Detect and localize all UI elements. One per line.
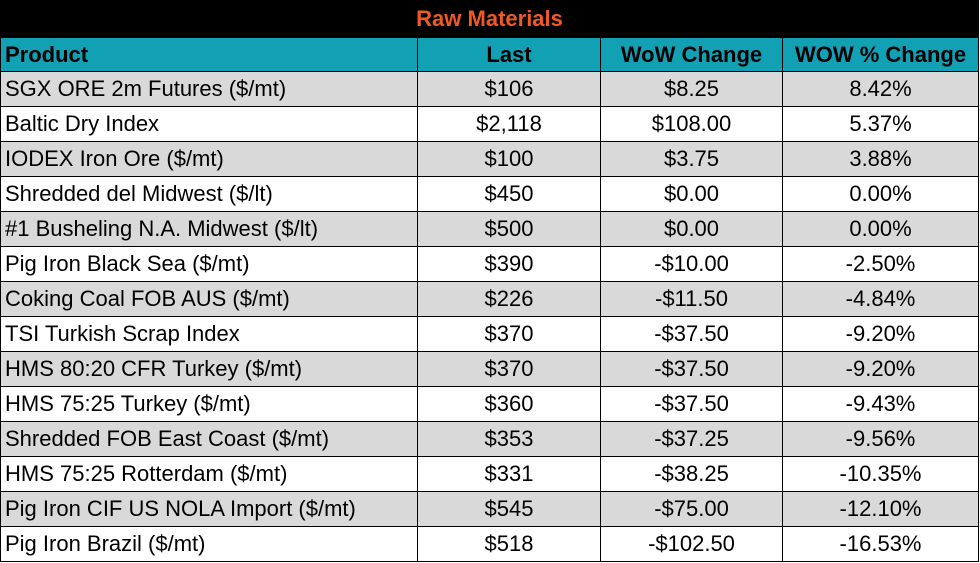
table-title: Raw Materials	[0, 0, 980, 38]
table-row: Pig Iron CIF US NOLA Import ($/mt) $545 -$…	[0, 491, 980, 527]
table-row: Coking Coal FOB AUS ($/mt) $226 -$11.50 -4.…	[0, 281, 980, 317]
product-cell: Baltic Dry Index	[0, 106, 418, 142]
last-cell: $390	[417, 246, 601, 282]
table-row: Pig Iron Black Sea ($/mt) $390 -$10.00 -2.5…	[0, 246, 980, 282]
product-cell: TSI Turkish Scrap Index	[0, 316, 418, 352]
wow-pct-change-cell: -12.10%	[781, 491, 980, 527]
product-cell: Pig Iron Brazil ($/mt)	[0, 526, 418, 562]
last-cell: $500	[417, 211, 601, 247]
product-cell: HMS 80:20 CFR Turkey ($/mt)	[0, 351, 418, 387]
wow-pct-change-cell: -9.43%	[781, 386, 980, 422]
product-cell: Coking Coal FOB AUS ($/mt)	[0, 281, 418, 317]
wow-pct-change-cell: 0.00%	[781, 211, 980, 247]
wow-change-cell: $3.75	[600, 141, 783, 177]
wow-change-cell: $0.00	[600, 176, 783, 212]
wow-change-cell: -$37.50	[600, 351, 783, 387]
wow-pct-change-cell: -4.84%	[781, 281, 980, 317]
last-cell: $106	[417, 71, 601, 107]
last-cell: $545	[417, 491, 601, 527]
table-row: HMS 75:25 Turkey ($/mt) $360 -$37.50 -9.43%	[0, 386, 980, 422]
last-cell: $226	[417, 281, 601, 317]
product-cell: Shredded del Midwest ($/lt)	[0, 176, 418, 212]
table-row: Shredded del Midwest ($/lt) $450 $0.00 0.00…	[0, 176, 980, 212]
table-row: IODEX Iron Ore ($/mt) $100 $3.75 3.88%	[0, 141, 980, 177]
last-cell: $360	[417, 386, 601, 422]
wow-change-cell: -$37.50	[600, 316, 783, 352]
table-row: TSI Turkish Scrap Index $370 -$37.50 -9.20%	[0, 316, 980, 352]
wow-change-cell: -$75.00	[600, 491, 783, 527]
wow-change-cell: -$38.25	[600, 456, 783, 492]
wow-pct-change-cell: -2.50%	[781, 246, 980, 282]
last-cell: $353	[417, 421, 601, 457]
wow-pct-change-cell: -16.53%	[781, 526, 980, 562]
wow-change-cell: -$102.50	[600, 526, 783, 562]
column-header-last: Last	[417, 37, 601, 72]
wow-change-cell: $8.25	[600, 71, 783, 107]
table-row: Pig Iron Brazil ($/mt) $518 -$102.50 -16.53…	[0, 526, 980, 562]
product-cell: Shredded FOB East Coast ($/mt)	[0, 421, 418, 457]
wow-pct-change-cell: -9.20%	[781, 316, 980, 352]
wow-pct-change-cell: -10.35%	[781, 456, 980, 492]
wow-pct-change-cell: -9.20%	[781, 351, 980, 387]
wow-change-cell: -$11.50	[600, 281, 783, 317]
wow-change-cell: $0.00	[600, 211, 783, 247]
product-cell: Pig Iron Black Sea ($/mt)	[0, 246, 418, 282]
wow-pct-change-cell: 0.00%	[781, 176, 980, 212]
last-cell: $450	[417, 176, 601, 212]
wow-change-cell: -$37.25	[600, 421, 783, 457]
wow-pct-change-cell: -9.56%	[781, 421, 980, 457]
column-header-wow-change: WoW Change	[600, 37, 783, 72]
product-cell: #1 Busheling N.A. Midwest ($/lt)	[0, 211, 418, 247]
product-cell: Pig Iron CIF US NOLA Import ($/mt)	[0, 491, 418, 527]
wow-pct-change-cell: 8.42%	[781, 71, 980, 107]
table-title-row: Raw Materials	[0, 0, 980, 38]
table-row: HMS 80:20 CFR Turkey ($/mt) $370 -$37.50 -9…	[0, 351, 980, 387]
wow-change-cell: -$10.00	[600, 246, 783, 282]
wow-change-cell: -$37.50	[600, 386, 783, 422]
last-cell: $370	[417, 316, 601, 352]
product-cell: SGX ORE 2m Futures ($/mt)	[0, 71, 418, 107]
table-body: SGX ORE 2m Futures ($/mt) $106 $8.25 8.42% B…	[0, 71, 980, 562]
wow-change-cell: $108.00	[600, 106, 783, 142]
table-row: HMS 75:25 Rotterdam ($/mt) $331 -$38.25 -10…	[0, 456, 980, 492]
last-cell: $331	[417, 456, 601, 492]
last-cell: $518	[417, 526, 601, 562]
table-row: #1 Busheling N.A. Midwest ($/lt) $500 $0.0…	[0, 211, 980, 247]
table-row: Shredded FOB East Coast ($/mt) $353 -$37.2…	[0, 421, 980, 457]
wow-pct-change-cell: 5.37%	[781, 106, 980, 142]
table-header-row: Product Last WoW Change WOW % Change	[0, 37, 980, 72]
last-cell: $2,118	[417, 106, 601, 142]
product-cell: HMS 75:25 Turkey ($/mt)	[0, 386, 418, 422]
last-cell: $100	[417, 141, 601, 177]
column-header-wow-pct-change: WOW % Change	[781, 37, 980, 72]
column-header-product: Product	[0, 37, 418, 72]
table-row: SGX ORE 2m Futures ($/mt) $106 $8.25 8.42%	[0, 71, 980, 107]
product-cell: IODEX Iron Ore ($/mt)	[0, 141, 418, 177]
wow-pct-change-cell: 3.88%	[781, 141, 980, 177]
last-cell: $370	[417, 351, 601, 387]
product-cell: HMS 75:25 Rotterdam ($/mt)	[0, 456, 418, 492]
table-row: Baltic Dry Index $2,118 $108.00 5.37%	[0, 106, 980, 142]
